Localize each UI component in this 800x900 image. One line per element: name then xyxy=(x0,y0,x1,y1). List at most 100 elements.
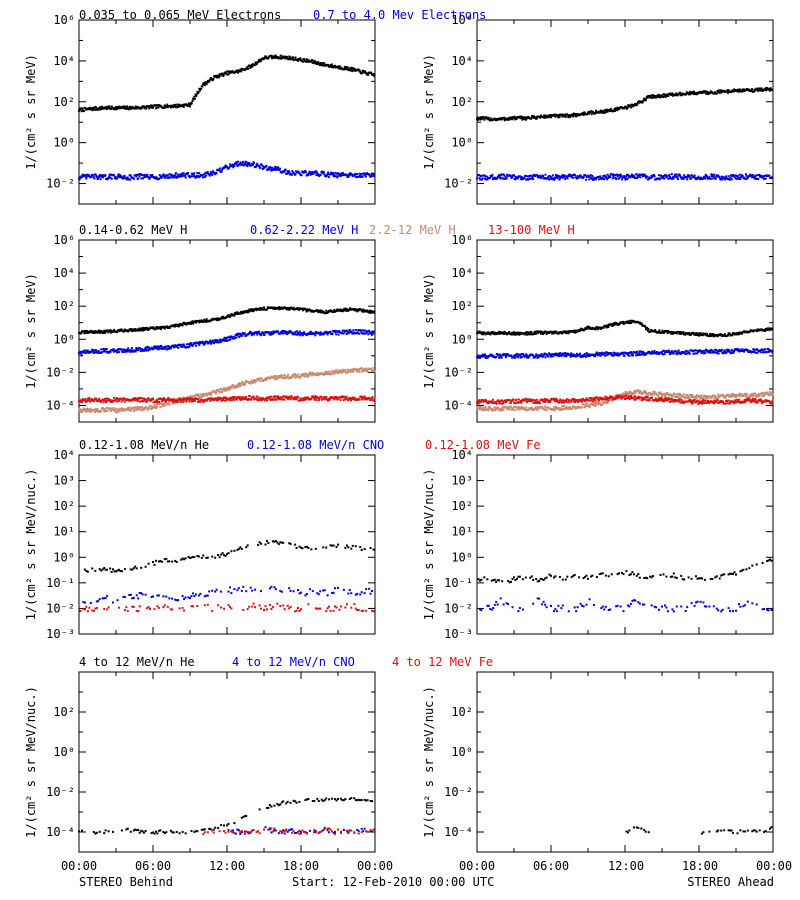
data-point xyxy=(178,175,181,178)
data-point xyxy=(261,168,264,170)
data-point xyxy=(229,314,232,317)
data-point xyxy=(627,322,630,324)
data-point xyxy=(358,69,361,72)
data-point xyxy=(735,333,738,336)
data-point xyxy=(313,373,316,376)
data-point xyxy=(616,109,618,112)
data-point xyxy=(344,307,347,310)
data-point xyxy=(624,178,627,181)
data-point xyxy=(558,116,561,119)
data-point xyxy=(147,349,150,352)
data-point xyxy=(277,395,280,398)
data-point xyxy=(116,108,119,111)
data-point xyxy=(556,174,559,177)
data-point xyxy=(696,332,699,335)
data-point xyxy=(195,95,198,97)
data-point xyxy=(542,333,544,335)
data-point xyxy=(187,343,190,346)
data-point xyxy=(582,177,585,179)
data-point xyxy=(316,171,318,174)
data-point xyxy=(205,320,207,323)
data-point xyxy=(216,396,219,399)
data-point xyxy=(90,351,93,353)
data-point xyxy=(763,175,766,177)
data-point xyxy=(126,176,129,179)
data-point xyxy=(265,396,268,399)
data-point xyxy=(540,175,543,178)
data-point xyxy=(157,348,160,351)
data-point xyxy=(155,403,158,406)
data-point xyxy=(102,347,105,350)
data-point xyxy=(359,174,362,177)
data-point xyxy=(308,374,310,376)
data-point xyxy=(200,320,203,323)
data-point xyxy=(572,115,575,118)
data-point xyxy=(653,96,656,99)
data-point xyxy=(476,332,479,335)
data-point xyxy=(345,174,348,177)
data-point xyxy=(315,399,318,402)
data-point xyxy=(118,351,121,354)
data-point xyxy=(263,306,265,309)
data-point xyxy=(127,347,130,350)
data-point xyxy=(85,410,88,412)
data-point xyxy=(654,94,657,97)
data-point xyxy=(269,399,272,401)
data-point xyxy=(177,103,180,106)
data-point xyxy=(681,331,684,334)
data-point xyxy=(317,311,320,314)
data-point xyxy=(751,350,754,353)
data-point xyxy=(143,176,146,179)
data-point xyxy=(522,354,525,357)
data-point xyxy=(166,174,169,177)
data-point xyxy=(210,394,212,397)
data-point xyxy=(116,400,119,403)
data-point xyxy=(527,178,530,181)
data-point xyxy=(235,333,238,336)
data-point xyxy=(140,406,143,409)
data-point xyxy=(283,170,286,173)
data-point xyxy=(727,348,730,351)
data-point xyxy=(657,351,660,354)
data-point xyxy=(509,117,512,120)
data-point xyxy=(222,399,225,402)
data-point xyxy=(176,344,179,347)
data-point xyxy=(338,396,341,399)
data-point xyxy=(647,178,650,181)
data-point xyxy=(200,393,203,396)
data-point xyxy=(329,370,332,373)
data-point xyxy=(500,173,503,176)
data-point xyxy=(675,173,678,176)
data-point xyxy=(322,170,325,173)
data-point xyxy=(127,408,130,411)
data-point xyxy=(363,395,366,398)
data-point xyxy=(142,105,145,108)
data-point xyxy=(298,330,301,333)
data-point xyxy=(210,77,213,80)
data-point xyxy=(107,399,109,402)
data-point xyxy=(186,397,189,400)
data-point xyxy=(197,176,200,179)
data-point xyxy=(602,109,605,112)
data-point xyxy=(345,332,348,335)
data-point xyxy=(221,168,224,171)
data-point xyxy=(351,173,354,176)
data-point xyxy=(325,331,328,334)
data-point xyxy=(546,114,549,117)
data-point xyxy=(291,170,294,173)
data-point xyxy=(329,373,331,376)
data-point xyxy=(302,399,305,402)
data-point xyxy=(248,381,251,384)
data-point xyxy=(611,177,614,180)
data-point xyxy=(239,332,241,335)
data-point xyxy=(686,352,689,355)
data-point xyxy=(218,169,221,172)
data-point xyxy=(154,176,157,179)
data-point xyxy=(161,400,164,403)
data-point xyxy=(555,353,558,356)
data-point xyxy=(239,162,241,165)
data-point xyxy=(484,357,487,359)
data-point xyxy=(709,335,712,338)
data-point xyxy=(336,371,339,374)
data-point xyxy=(128,107,131,110)
